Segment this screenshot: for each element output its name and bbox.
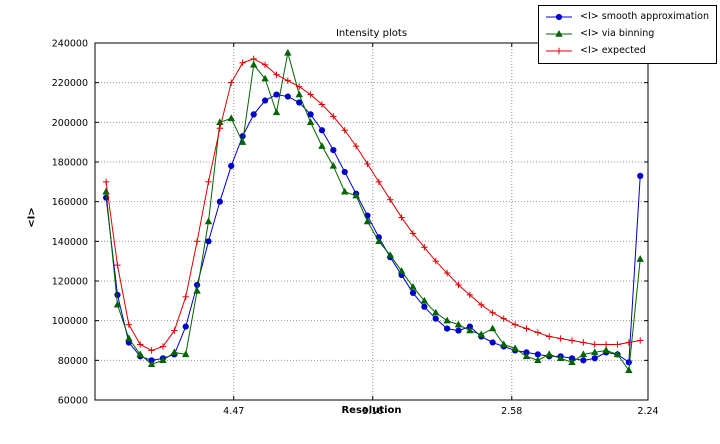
y-tick-label: 120000 [52, 277, 88, 288]
plus-marker-icon [546, 47, 573, 55]
series-0 [102, 91, 644, 366]
x-tick-label: 2.24 [637, 406, 658, 417]
y-tick-label: 140000 [52, 237, 88, 248]
legend-label: <I> via binning [580, 28, 655, 39]
y-tick-label: 180000 [52, 158, 88, 169]
y-tick-label: 80000 [58, 356, 88, 367]
y-tick-label: 160000 [52, 197, 88, 208]
x-tick-label: 4.47 [223, 406, 244, 417]
x-axis-label: Resolution [341, 405, 402, 416]
legend: <I> smooth approximation <I> via binning… [538, 5, 717, 64]
legend-entry-expected: <I> expected [544, 43, 709, 59]
y-tick-label: 220000 [52, 78, 88, 89]
y-tick-label: 100000 [52, 316, 88, 327]
legend-label: <I> expected [580, 45, 646, 56]
legend-entry-smooth-approximation: <I> smooth approximation [544, 9, 709, 25]
legend-label: <I> smooth approximation [580, 11, 709, 22]
triangle-marker-icon [546, 30, 573, 37]
axes: 60000 80000 100000 120000 140000 160000 180000… [52, 39, 659, 418]
circle-marker-icon [546, 13, 573, 21]
y-axis-label: <I> [26, 207, 38, 228]
series-1 [102, 48, 644, 373]
series-2 [102, 55, 644, 354]
y-tick-label: 240000 [52, 39, 88, 50]
x-tick-label: 3.16 [362, 406, 383, 417]
chart-title: Intensity plots [335, 28, 408, 39]
y-tick-label: 60000 [58, 396, 88, 407]
y-tick-label: 200000 [52, 118, 88, 129]
series-line-2 [105, 58, 641, 351]
x-tick-label: 2.58 [501, 406, 522, 417]
legend-entry-via-binning: <I> via binning [544, 26, 709, 42]
